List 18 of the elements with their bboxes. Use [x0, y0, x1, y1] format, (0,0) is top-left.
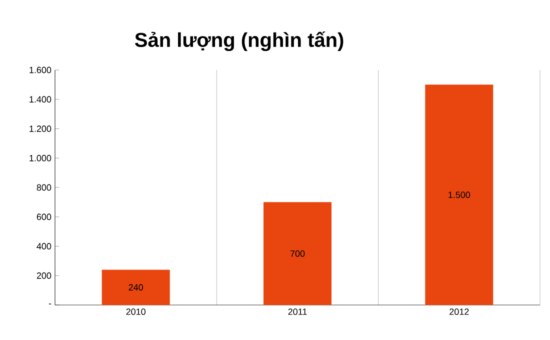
x-tick-label: 2011 — [288, 308, 307, 315]
data-label: 1.500 — [448, 192, 470, 198]
bar — [264, 202, 332, 305]
y-tick-label: 1.000 — [30, 154, 52, 162]
y-tick-label: 1.200 — [30, 126, 52, 132]
x-tick-label: 2010 — [126, 308, 146, 315]
y-tick-label: 800 — [36, 184, 52, 191]
y-tick-label: 400 — [36, 243, 52, 250]
data-label: 700 — [290, 250, 305, 257]
y-tick-label: 1.600 — [30, 66, 52, 74]
chart-title: Sản lượng (nghìn tấn) — [134, 31, 344, 52]
x-tick-label: 2012 — [450, 308, 469, 315]
bar — [102, 270, 170, 305]
data-label: 240 — [128, 284, 143, 291]
y-tick-label: 1.400 — [30, 96, 52, 103]
bar — [425, 84, 494, 305]
y-tick-label: 200 — [36, 272, 52, 279]
y-tick-label: 600 — [36, 214, 52, 220]
